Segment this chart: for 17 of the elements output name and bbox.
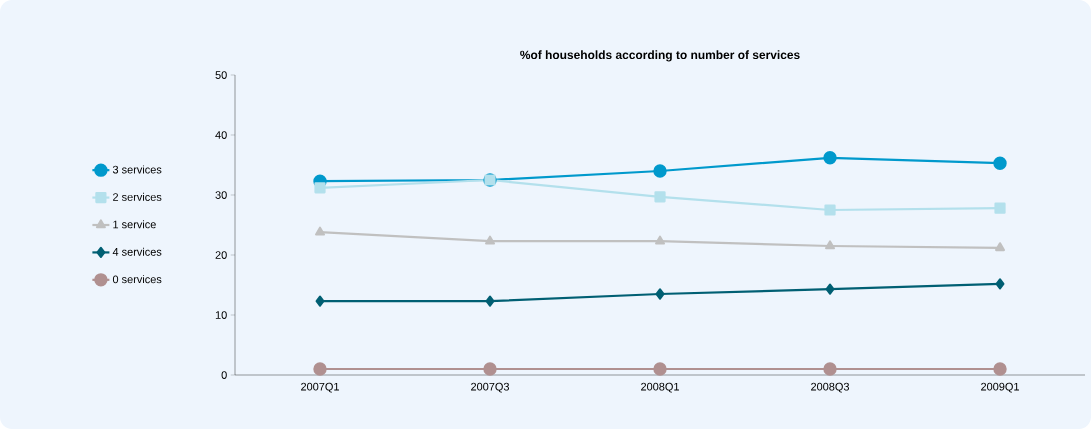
x-tick-label: 2007Q1 bbox=[301, 382, 339, 393]
y-tick-label: 0 bbox=[221, 371, 227, 379]
legend-label: 2 services bbox=[113, 192, 162, 201]
legend-label: 3 services bbox=[112, 165, 162, 174]
y-tick-label: 10 bbox=[215, 311, 227, 319]
y-tick-label: 50 bbox=[215, 71, 227, 79]
x-tick-label: 2008Q1 bbox=[641, 382, 679, 393]
legend-label: 0 services bbox=[112, 275, 162, 284]
x-tick-label: 2009Q1 bbox=[981, 382, 1019, 393]
x-tick-label: 2007Q3 bbox=[471, 382, 510, 393]
y-tick-label: 40 bbox=[215, 131, 227, 139]
legend-label: 4 services bbox=[112, 247, 162, 256]
y-tick-label: 30 bbox=[215, 191, 227, 199]
legend-label: 1 service bbox=[113, 220, 156, 229]
x-tick-label: 2008Q3 bbox=[811, 382, 850, 393]
chart-title: %of households according to number of services bbox=[520, 50, 800, 62]
y-tick-label: 20 bbox=[215, 251, 227, 259]
